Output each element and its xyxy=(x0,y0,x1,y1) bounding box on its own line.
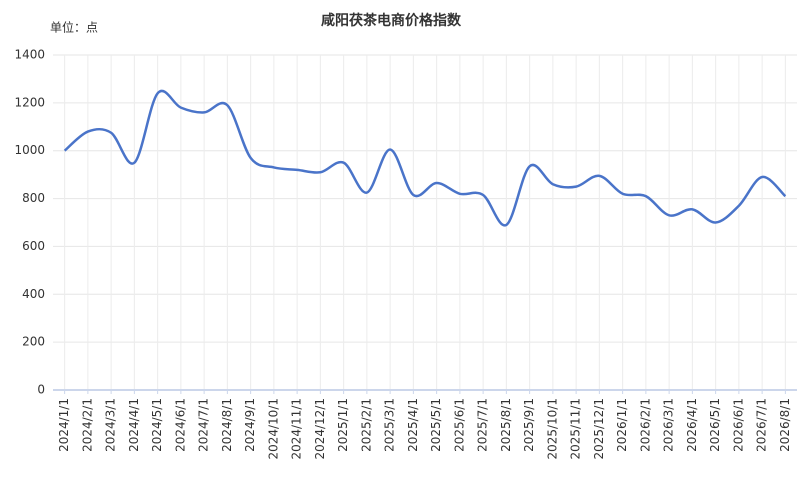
x-tick-label: 2024/4/1 xyxy=(127,398,141,452)
y-tick-label: 600 xyxy=(22,239,45,253)
x-tick-label: 2024/12/1 xyxy=(313,398,327,460)
x-tick-label: 2024/8/1 xyxy=(220,398,234,452)
y-tick-label: 1200 xyxy=(14,95,45,109)
x-tick-label: 2024/11/1 xyxy=(290,398,304,460)
y-tick-label: 800 xyxy=(22,191,45,205)
y-tick-label: 1400 xyxy=(14,48,45,62)
x-tick-label: 2024/7/1 xyxy=(197,398,211,452)
x-tick-label: 2025/7/1 xyxy=(476,398,490,452)
x-tick-label: 2025/2/1 xyxy=(359,398,373,452)
x-tick-label: 2026/6/1 xyxy=(731,398,745,452)
x-tick-label: 2026/5/1 xyxy=(708,398,722,452)
unit-label: 单位：点 xyxy=(50,20,98,35)
x-tick-label: 2025/3/1 xyxy=(383,398,397,452)
x-tick-label: 2025/5/1 xyxy=(429,398,443,452)
x-tick-label: 2025/9/1 xyxy=(522,398,536,452)
y-tick-label: 200 xyxy=(22,335,45,349)
x-tick-label: 2025/12/1 xyxy=(592,398,606,460)
x-tick-label: 2024/5/1 xyxy=(150,398,164,452)
x-tick-label: 2025/8/1 xyxy=(499,398,513,452)
x-tick-label: 2024/1/1 xyxy=(57,398,71,452)
x-tick-label: 2024/6/1 xyxy=(173,398,187,452)
x-tick-label: 2025/6/1 xyxy=(452,398,466,452)
x-tick-label: 2026/2/1 xyxy=(638,398,652,452)
x-tick-label: 2024/3/1 xyxy=(104,398,118,452)
x-tick-label: 2025/11/1 xyxy=(569,398,583,460)
x-tick-label: 2026/4/1 xyxy=(685,398,699,452)
x-tick-label: 2026/3/1 xyxy=(662,398,676,452)
y-tick-label: 1000 xyxy=(14,143,45,157)
x-tick-label: 2026/8/1 xyxy=(778,398,792,452)
y-tick-label: 0 xyxy=(37,383,45,397)
x-tick-label: 2024/10/1 xyxy=(266,398,280,460)
y-tick-label: 400 xyxy=(22,287,45,301)
x-tick-label: 2024/2/1 xyxy=(80,398,94,452)
chart-title: 咸阳茯茶电商价格指数 xyxy=(321,12,462,29)
x-tick-label: 2025/1/1 xyxy=(336,398,350,452)
x-tick-label: 2025/10/1 xyxy=(545,398,559,460)
x-tick-label: 2025/4/1 xyxy=(406,398,420,452)
x-tick-label: 2026/7/1 xyxy=(755,398,769,452)
x-tick-label: 2026/1/1 xyxy=(615,398,629,452)
line xyxy=(63,89,787,227)
x-tick-label: 2024/9/1 xyxy=(243,398,257,452)
